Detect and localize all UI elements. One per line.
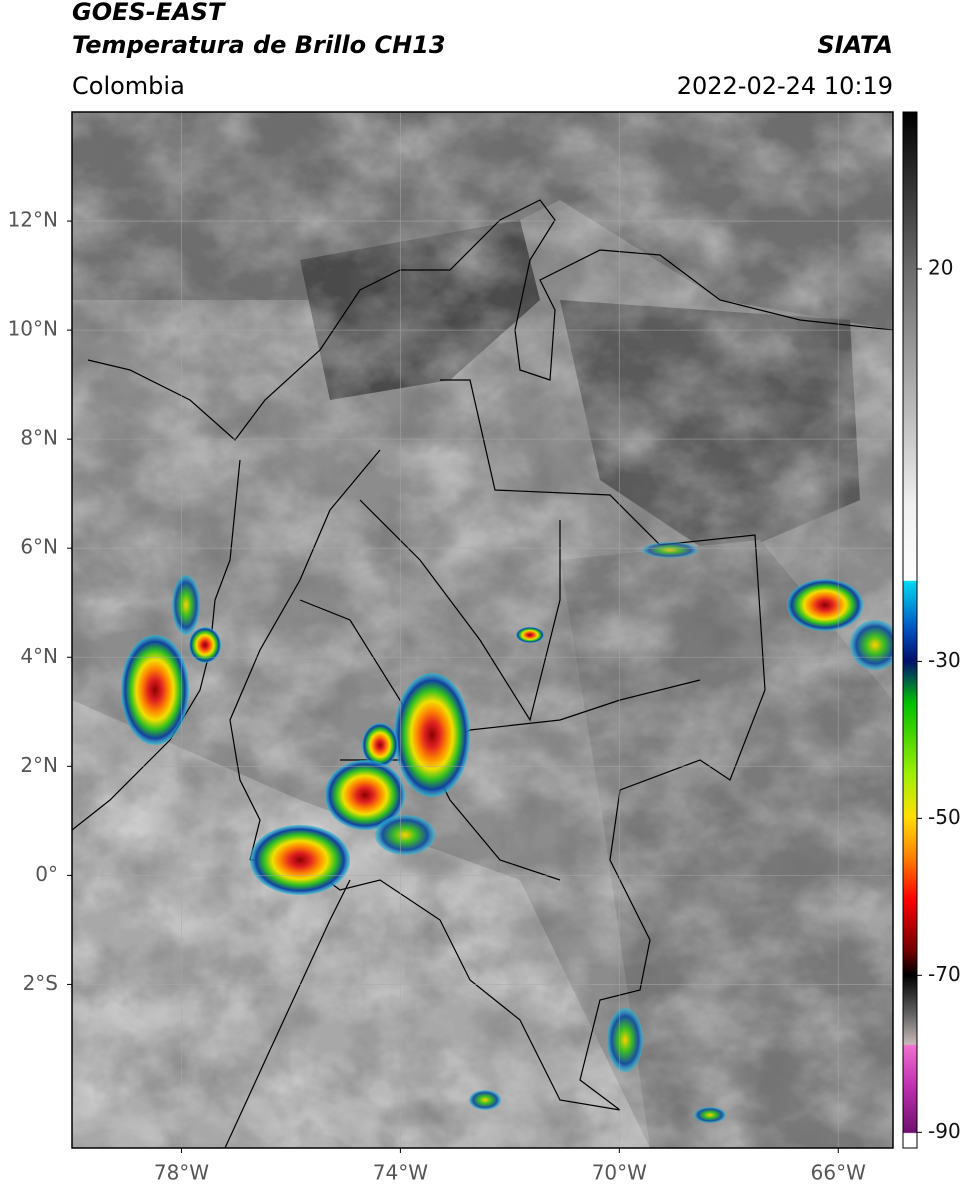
source: SIATA <box>817 31 893 59</box>
y-tick-label: 10°N <box>8 317 58 341</box>
colorbar-tick-label: 20 <box>928 255 953 279</box>
imagery <box>72 112 893 1148</box>
colorbar-tick-label: -90 <box>928 1119 961 1143</box>
x-tick-label: 74°W <box>373 1161 428 1185</box>
y-tick-label: 8°N <box>20 426 58 450</box>
x-tick-label: 66°W <box>811 1161 866 1185</box>
colorbar-tick-label: -50 <box>928 805 961 829</box>
colorbar-tick-label: -70 <box>928 962 961 986</box>
map-frame <box>71 111 894 1149</box>
y-tick-label: 4°N <box>20 644 58 668</box>
y-tick-label: 2°S <box>23 971 58 995</box>
datetime: 2022-02-24 10:19 <box>677 72 893 100</box>
product: Temperatura de Brillo CH13 <box>72 31 446 59</box>
colorbar-tick-label: -30 <box>928 648 961 672</box>
y-tick-label: 2°N <box>20 753 58 777</box>
satellite: GOES-EAST <box>72 0 226 26</box>
colorbar <box>902 111 918 1149</box>
y-tick-label: 0° <box>35 862 58 886</box>
y-tick-label: 12°N <box>8 208 58 232</box>
y-tick-label: 6°N <box>20 535 58 559</box>
x-tick-label: 78°W <box>154 1161 209 1185</box>
x-tick-label: 70°W <box>592 1161 647 1185</box>
region: Colombia <box>72 72 185 100</box>
